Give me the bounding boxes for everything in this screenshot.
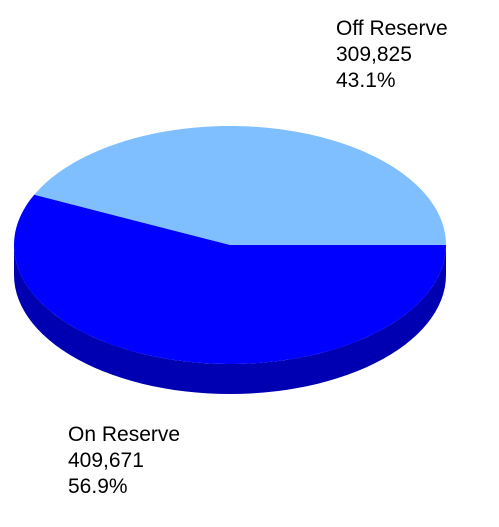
pie-slice-off-reserve [34, 126, 446, 245]
slice-label-value: 309,825 [336, 43, 412, 66]
slice-label-off-reserve: Off Reserve 309,825 43.1% [336, 16, 448, 94]
pie-sides [14, 245, 446, 394]
slice-label-percent: 56.9% [68, 475, 128, 498]
slice-label-percent: 43.1% [336, 69, 396, 92]
pie-side-on-reserve [14, 245, 446, 394]
slice-label-name: On Reserve [68, 423, 181, 446]
pie-tops [14, 126, 446, 364]
slice-label-value: 409,671 [68, 449, 144, 472]
pie-slice-on-reserve [14, 194, 446, 364]
slice-label-name: Off Reserve [336, 17, 448, 40]
slice-label-on-reserve: On Reserve 409,671 56.9% [68, 422, 180, 500]
